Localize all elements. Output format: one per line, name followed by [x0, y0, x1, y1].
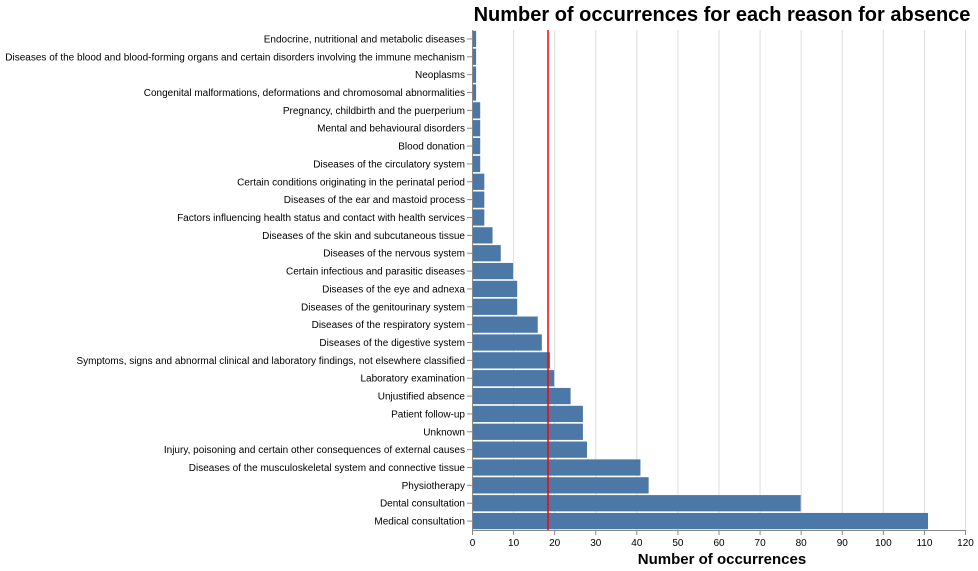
x-tick-label: 120	[957, 538, 974, 549]
category-label: Unknown	[423, 427, 465, 438]
category-label: Diseases of the eye and adnexa	[322, 284, 465, 295]
bar	[472, 512, 929, 530]
x-tick-label: 20	[549, 538, 561, 549]
category-label: Physiotherapy	[402, 481, 465, 492]
bar	[472, 48, 477, 65]
category-label: Diseases of the skin and subcutaneous ti…	[262, 231, 465, 242]
bar	[472, 334, 542, 351]
gridlines	[472, 30, 966, 530]
bar	[472, 352, 551, 369]
category-label: Unjustified absence	[378, 392, 466, 403]
bar	[472, 298, 518, 315]
bar	[472, 227, 493, 244]
bars	[472, 30, 929, 530]
x-tick-label: 70	[755, 538, 767, 549]
category-label: Certain infectious and parasitic disease…	[286, 267, 465, 278]
bar	[472, 137, 481, 155]
bar	[472, 209, 485, 226]
category-label: Diseases of the ear and mastoid process	[284, 195, 465, 206]
category-label: Endocrine, nutritional and metabolic dis…	[264, 34, 465, 45]
bar	[472, 191, 485, 208]
category-label: Medical consultation	[374, 517, 465, 528]
x-tick-label: 0	[470, 538, 476, 549]
bar	[472, 155, 481, 173]
x-tick-label: 90	[837, 538, 849, 549]
bar	[472, 84, 477, 101]
bar	[472, 441, 588, 458]
category-label: Diseases of the nervous system	[323, 249, 465, 260]
bar	[472, 262, 514, 280]
x-tick-label: 60	[713, 538, 725, 549]
bar	[472, 495, 801, 512]
category-labels: Endocrine, nutritional and metabolic dis…	[5, 34, 472, 528]
bar	[472, 405, 583, 423]
bar	[472, 120, 481, 137]
x-tick-label: 10	[508, 538, 520, 549]
category-label: Dental consultation	[380, 499, 465, 510]
bar	[472, 245, 501, 262]
bar	[472, 173, 485, 190]
bar	[472, 387, 571, 405]
x-tick-label: 30	[590, 538, 602, 549]
x-axis-title: Number of occurrences	[638, 551, 806, 568]
bar	[472, 370, 555, 387]
x-tick-label: 80	[796, 538, 808, 549]
category-label: Injury, poisoning and certain other cons…	[164, 445, 465, 456]
category-label: Mental and behavioural disorders	[317, 124, 465, 135]
category-label: Diseases of the circulatory system	[313, 159, 465, 170]
x-axis: 0 10 20 30 40 50 60 70 80 90 100 110 120	[470, 30, 974, 549]
category-label: Diseases of the genitourinary system	[301, 302, 465, 313]
category-label: Neoplasms	[415, 70, 465, 81]
chart-title: Number of occurrences for each reason fo…	[474, 4, 971, 26]
category-label: Factors influencing health status and co…	[177, 213, 465, 224]
bar	[472, 459, 641, 476]
bar	[472, 102, 481, 119]
category-label: Symptoms, signs and abnormal clinical an…	[76, 356, 465, 367]
category-label: Certain conditions originating in the pe…	[237, 177, 465, 188]
bar	[472, 477, 649, 494]
bar	[472, 66, 477, 83]
bar	[472, 30, 477, 48]
x-tick-label: 50	[672, 538, 684, 549]
x-tick-label: 100	[875, 538, 892, 549]
bar	[472, 280, 518, 298]
category-label: Blood donation	[398, 142, 465, 153]
category-label: Laboratory examination	[360, 374, 465, 385]
x-tick-label: 110	[916, 538, 932, 549]
x-tick-label: 40	[631, 538, 643, 549]
category-label: Diseases of the respiratory system	[312, 320, 465, 331]
category-label: Diseases of the musculoskeletal system a…	[189, 463, 466, 474]
category-label: Congenital malformations, deformations a…	[144, 88, 465, 99]
category-label: Pregnancy, childbirth and the puerperium	[283, 106, 465, 117]
category-label: Patient follow-up	[391, 409, 465, 420]
bar	[472, 316, 538, 333]
bar	[472, 423, 583, 440]
category-label: Diseases of the blood and blood-forming …	[5, 52, 465, 63]
category-label: Diseases of the digestive system	[319, 338, 465, 349]
